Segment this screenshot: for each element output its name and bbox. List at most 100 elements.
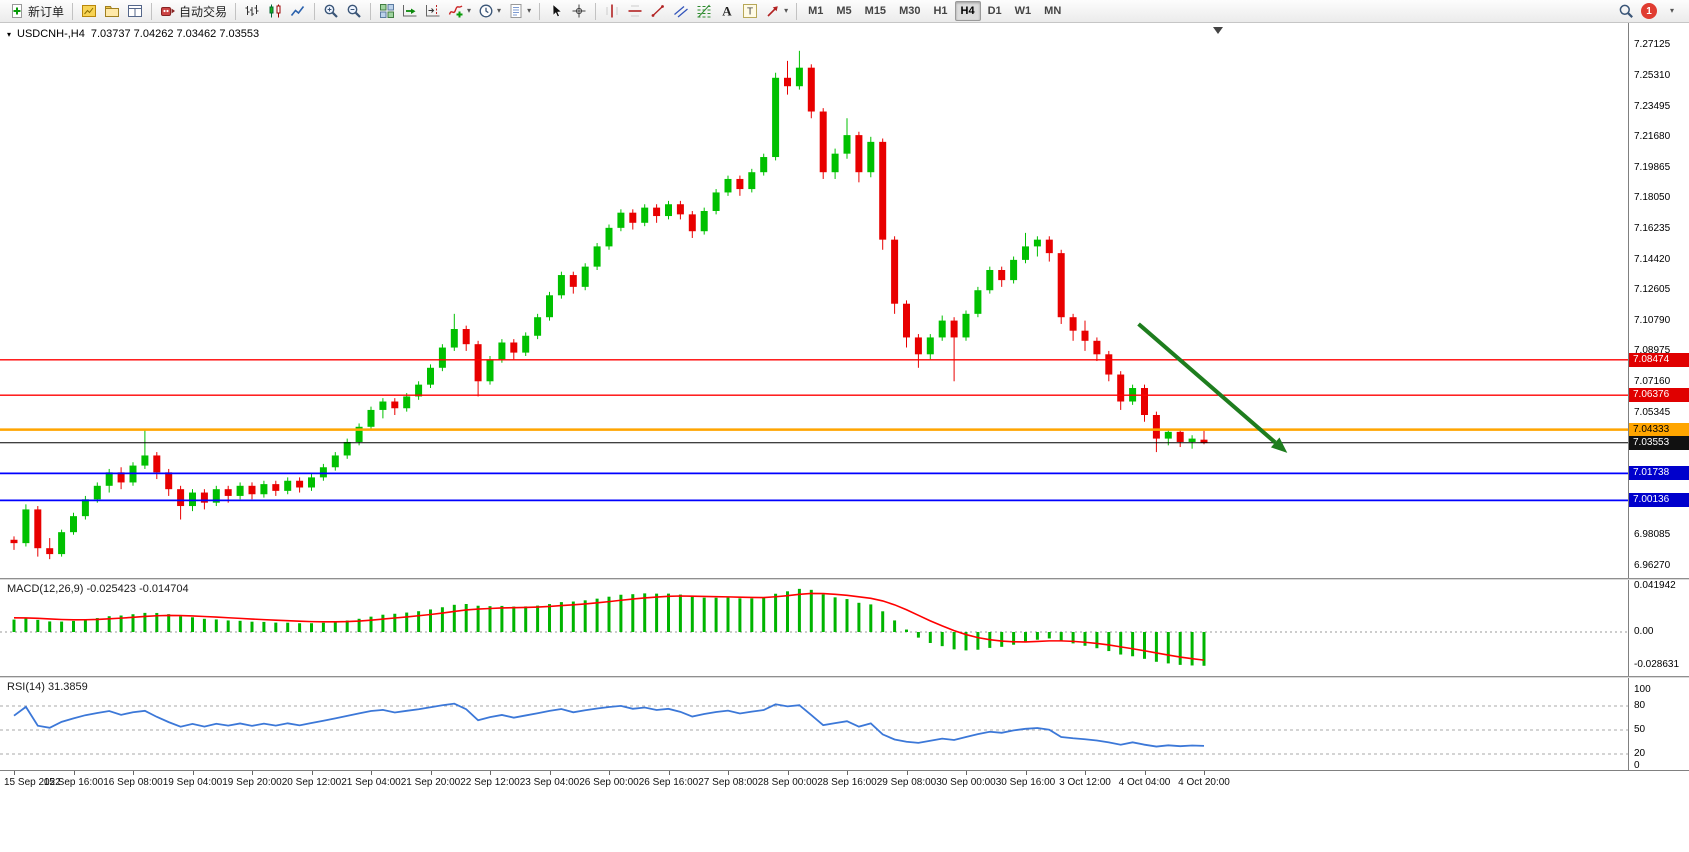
- indicators-list-icon: [448, 5, 463, 18]
- new-order-icon: [12, 4, 22, 18]
- chart-shift-icon: [426, 5, 440, 17]
- line-chart-button[interactable]: [287, 1, 309, 21]
- fibonacci-retracement-icon: [697, 4, 711, 18]
- timeframe-h4-button[interactable]: H4: [954, 1, 981, 21]
- rsi-axis-label: 20: [1634, 748, 1646, 759]
- price-axis-label: 7.08975: [1634, 345, 1671, 357]
- time-axis-label: 3 Oct 12:00: [1059, 777, 1111, 788]
- price-line-badge: 7.01738: [1629, 466, 1689, 481]
- indicators-list-button[interactable]: ▾: [445, 1, 474, 21]
- horizontal-line-button[interactable]: [624, 1, 646, 21]
- candlestick-chart-button[interactable]: [264, 1, 286, 21]
- candlestick-chart-icon: [269, 4, 281, 18]
- price-axis-label: 7.18050: [1634, 192, 1671, 204]
- horizontal-line-icon: [628, 5, 642, 17]
- price-chart-panel[interactable]: ▾ USDCNH-,H4 7.03737 7.04262 7.03462 7.0…: [0, 23, 1689, 578]
- notification-badge[interactable]: 1: [1641, 3, 1657, 19]
- panel-separator[interactable]: [0, 676, 1689, 678]
- toolbar-overflow-button[interactable]: ▾: [1661, 1, 1683, 21]
- templates-button[interactable]: ▾: [505, 1, 534, 21]
- zoom-in-icon: [324, 4, 338, 18]
- price-axis-label: 7.10790: [1634, 314, 1671, 326]
- profiles-icon: [105, 6, 120, 17]
- price-chart-plot[interactable]: [0, 23, 1629, 578]
- data-window-button[interactable]: [124, 1, 146, 21]
- arrows-button[interactable]: ▾: [762, 1, 791, 21]
- crosshair-button[interactable]: [568, 1, 590, 21]
- chart-shift-button[interactable]: [422, 1, 444, 21]
- timeframe-m30-button[interactable]: M30: [893, 1, 926, 21]
- time-tick: [430, 771, 432, 775]
- rsi-line: [13, 702, 1205, 748]
- zoom-in-button[interactable]: [320, 1, 342, 21]
- text-button[interactable]: A: [716, 1, 738, 21]
- time-axis[interactable]: 15 Sep 2022 15 Sep 16:00 16 Sep 08:00 19 Se…: [0, 770, 1689, 794]
- time-axis-label: 16 Sep 08:00: [103, 777, 163, 788]
- time-tick: [1204, 771, 1205, 775]
- text-label-button[interactable]: T: [739, 1, 761, 21]
- zoom-out-button[interactable]: [343, 1, 365, 21]
- chevron-down-icon: ▾: [497, 6, 502, 15]
- time-tick: [728, 771, 729, 775]
- auto-scroll-button[interactable]: [399, 1, 421, 21]
- price-axis-label: 6.96270: [1634, 559, 1671, 571]
- time-axis-label: 15 Sep 16:00: [43, 777, 104, 788]
- chart-dropdown-icon[interactable]: ▾: [7, 29, 12, 39]
- panel-separator[interactable]: [0, 578, 1689, 580]
- search-button[interactable]: [1615, 1, 1637, 21]
- price-axis-label: 7.19865: [1634, 161, 1671, 173]
- vertical-line-button[interactable]: [601, 1, 623, 21]
- new-order-button[interactable]: 新订单: [6, 1, 67, 21]
- time-tick: [311, 771, 313, 775]
- macd-axis[interactable]: 0.041942 0.00 -0.028631: [1629, 580, 1689, 676]
- vertical-line-icon: [606, 4, 618, 18]
- cursor-button[interactable]: [545, 1, 567, 21]
- bar-chart-button[interactable]: [241, 1, 263, 21]
- rsi-plot[interactable]: [0, 678, 1629, 770]
- timeframe-m1-button[interactable]: M1: [802, 1, 829, 21]
- timeframe-m15-button[interactable]: M15: [859, 1, 892, 21]
- equidistant-channel-button[interactable]: [670, 1, 692, 21]
- fibonacci-retracement-button[interactable]: [693, 1, 715, 21]
- arrows-icon: [767, 6, 778, 17]
- price-axis-label: 7.14420: [1634, 253, 1671, 265]
- toolbar-buttons: 新订单 自动交易 ▾ ▾ ▾ A T ▾ M1 M5 M15 M30 H1 H4 D1 W1 MN: [6, 1, 1067, 21]
- axis-divider: [1628, 23, 1629, 770]
- time-axis-label: 27 Sep 08:00: [698, 777, 758, 788]
- time-tick: [1144, 771, 1146, 775]
- time-axis-label: 30 Sep 00:00: [936, 777, 996, 788]
- equidistant-channel-icon: [674, 6, 688, 18]
- zoom-out-icon: [347, 4, 361, 18]
- line-chart-icon: [290, 6, 305, 16]
- timeframe-mn-button[interactable]: MN: [1038, 1, 1067, 21]
- trendline-button[interactable]: [647, 1, 669, 21]
- toolbar-separator: [595, 2, 597, 20]
- tile-windows-button[interactable]: [376, 1, 398, 21]
- rsi-axis-label: 0: [1634, 760, 1640, 771]
- chevron-down-icon: ▾: [1669, 6, 1674, 15]
- timeframe-d1-button[interactable]: D1: [982, 1, 1008, 21]
- time-tick: [847, 771, 848, 775]
- time-tick: [906, 771, 908, 775]
- macd-panel[interactable]: MACD(12,26,9) -0.025423 -0.014704 0.0419…: [0, 580, 1689, 676]
- timeframe-h1-button[interactable]: H1: [927, 1, 953, 21]
- macd-plot[interactable]: [0, 580, 1629, 676]
- price-axis-label: 7.07160: [1634, 375, 1671, 387]
- rsi-axis[interactable]: 100 80 50 20 0: [1629, 678, 1689, 771]
- periods-button[interactable]: ▾: [475, 1, 504, 21]
- price-axis[interactable]: 7.27125 7.25310 7.23495 7.21680 7.19865 7.180…: [1629, 23, 1689, 578]
- new-chart-button[interactable]: [78, 1, 100, 21]
- time-axis-label: 21 Sep 20:00: [400, 777, 461, 788]
- timeframe-w1-button[interactable]: W1: [1009, 1, 1038, 21]
- time-axis-label: 30 Sep 16:00: [995, 777, 1056, 788]
- time-axis-label: 26 Sep 16:00: [638, 777, 699, 788]
- macd-signal-line: [13, 592, 1205, 661]
- autotrading-button[interactable]: 自动交易: [157, 1, 230, 21]
- rsi-panel[interactable]: RSI(14) 31.3859 100 80 50 20 0: [0, 678, 1689, 771]
- timeframe-m5-button[interactable]: M5: [830, 1, 857, 21]
- chart-shift-marker[interactable]: [1213, 27, 1223, 34]
- toolbar-separator: [72, 2, 74, 20]
- macd-label: MACD(12,26,9) -0.025423 -0.014704: [7, 583, 189, 595]
- profiles-button[interactable]: [101, 1, 123, 21]
- trend-arrow[interactable]: [1137, 322, 1288, 453]
